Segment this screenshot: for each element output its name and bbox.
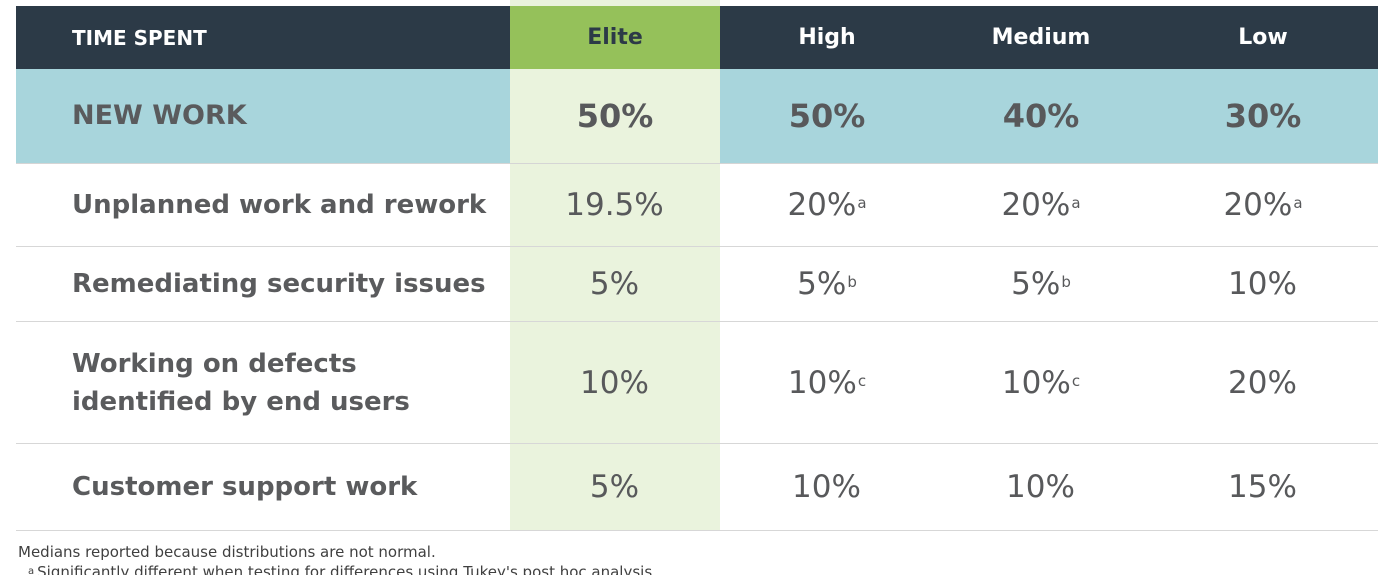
unplanned-work-low: 20% a bbox=[1148, 164, 1378, 247]
footnote-mark: a bbox=[857, 194, 867, 212]
header-low: Low bbox=[1148, 6, 1378, 69]
defects-low: 20% bbox=[1148, 322, 1378, 444]
row-label-new-work: NEW WORK bbox=[16, 69, 510, 164]
defects-elite: 10% bbox=[510, 322, 720, 444]
footnote-mark: a bbox=[1071, 194, 1081, 212]
new-work-elite: 50% bbox=[510, 69, 720, 164]
unplanned-work-high: 20% a bbox=[720, 164, 934, 247]
customer-support-high: 10% bbox=[720, 444, 934, 531]
new-work-low: 30% bbox=[1148, 69, 1378, 164]
customer-support-medium: 10% bbox=[934, 444, 1148, 531]
customer-support-elite: 5% bbox=[510, 444, 720, 531]
customer-support-low: 15% bbox=[1148, 444, 1378, 531]
footnote-mark: b bbox=[847, 273, 857, 291]
row-label-customer-support: Customer support work bbox=[16, 444, 510, 531]
defects-medium: 10% c bbox=[934, 322, 1148, 444]
footnote-mark: c bbox=[1071, 371, 1081, 390]
header-medium: Medium bbox=[934, 6, 1148, 69]
unplanned-work-medium: 20% a bbox=[934, 164, 1148, 247]
new-work-high: 50% bbox=[720, 69, 934, 164]
footnote-mark: a bbox=[1293, 194, 1303, 212]
row-label-unplanned-work: Unplanned work and rework bbox=[16, 164, 510, 247]
footnote-mark: b bbox=[1061, 273, 1071, 291]
table-notes: Medians reported because distributions a… bbox=[18, 542, 657, 575]
security-issues-high: 5% b bbox=[720, 247, 934, 322]
security-issues-elite: 5% bbox=[510, 247, 720, 322]
footnote-a: a Significantly different when testing fo… bbox=[18, 562, 657, 575]
defects-high: 10% c bbox=[720, 322, 934, 444]
new-work-medium: 40% bbox=[934, 69, 1148, 164]
row-label-defects: Working on defects identified by end user… bbox=[16, 322, 510, 444]
footnote-a-mark: a bbox=[28, 566, 35, 575]
header-high: High bbox=[720, 6, 934, 69]
row-label-security-issues: Remediating security issues bbox=[16, 247, 510, 322]
medians-note: Medians reported because distributions a… bbox=[18, 543, 436, 561]
unplanned-work-elite: 19.5% bbox=[510, 164, 720, 247]
time-spent-table: TIME SPENT Elite High Medium Low NEW WOR… bbox=[16, 6, 1378, 531]
footnote-mark: c bbox=[857, 371, 867, 390]
security-issues-low: 10% bbox=[1148, 247, 1378, 322]
security-issues-medium: 5% b bbox=[934, 247, 1148, 322]
footnote-a-text: Significantly different when testing for… bbox=[37, 563, 657, 575]
header-time-spent: TIME SPENT bbox=[16, 6, 510, 69]
header-elite: Elite bbox=[510, 6, 720, 69]
